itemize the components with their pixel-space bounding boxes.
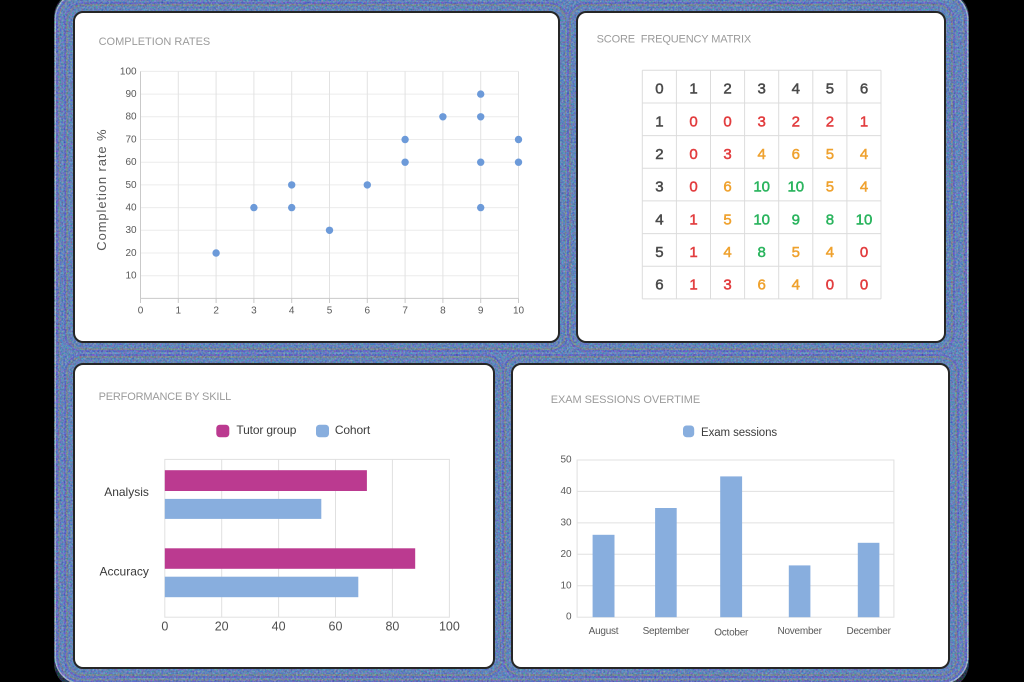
svg-text:3: 3 (655, 179, 663, 196)
svg-text:40: 40 (125, 203, 137, 214)
svg-text:10: 10 (753, 179, 770, 196)
svg-text:6: 6 (655, 277, 663, 294)
svg-text:80: 80 (125, 112, 137, 123)
svg-text:1: 1 (176, 305, 182, 316)
svg-text:August: August (589, 626, 619, 637)
svg-text:0: 0 (161, 620, 168, 634)
svg-text:6: 6 (792, 146, 800, 163)
svg-text:4: 4 (860, 146, 868, 163)
svg-text:1: 1 (860, 113, 868, 130)
svg-text:4: 4 (655, 211, 663, 228)
svg-text:50: 50 (560, 455, 572, 466)
svg-text:8: 8 (758, 244, 766, 261)
svg-text:40: 40 (560, 486, 572, 497)
svg-text:1: 1 (689, 244, 697, 261)
svg-text:0: 0 (566, 612, 572, 623)
svg-text:20: 20 (215, 620, 229, 634)
svg-text:5: 5 (826, 179, 834, 196)
svg-text:30: 30 (560, 517, 572, 528)
svg-text:6: 6 (758, 277, 766, 294)
svg-text:10: 10 (125, 271, 137, 282)
svg-text:5: 5 (655, 244, 663, 261)
svg-text:7: 7 (402, 305, 408, 316)
svg-text:6: 6 (860, 81, 868, 98)
svg-text:1: 1 (689, 277, 697, 294)
svg-text:2: 2 (792, 113, 800, 130)
svg-text:0: 0 (689, 146, 697, 163)
svg-text:SCORE FREQUENCY MATRIX: SCORE FREQUENCY MATRIX (597, 33, 752, 45)
svg-text:0: 0 (689, 179, 697, 196)
svg-text:60: 60 (329, 620, 343, 634)
svg-text:0: 0 (138, 305, 144, 316)
svg-text:80: 80 (385, 620, 399, 634)
svg-text:0: 0 (826, 277, 834, 294)
svg-text:2: 2 (655, 146, 663, 163)
svg-text:6: 6 (365, 305, 371, 316)
svg-text:4: 4 (860, 179, 868, 196)
svg-text:9: 9 (792, 211, 800, 228)
svg-text:30: 30 (125, 225, 137, 236)
svg-text:6: 6 (723, 179, 731, 196)
svg-text:Accuracy: Accuracy (100, 565, 149, 579)
svg-text:Completion rate %: Completion rate % (94, 128, 109, 250)
svg-text:10: 10 (787, 179, 804, 196)
svg-text:10: 10 (513, 305, 525, 316)
svg-text:1: 1 (655, 113, 663, 130)
svg-text:90: 90 (125, 89, 137, 100)
svg-text:Tutor group: Tutor group (236, 423, 296, 437)
svg-text:September: September (643, 626, 691, 637)
svg-text:2: 2 (826, 113, 834, 130)
svg-text:0: 0 (723, 113, 731, 130)
svg-text:November: November (778, 626, 823, 637)
svg-text:60: 60 (125, 157, 137, 168)
svg-text:Cohort: Cohort (335, 423, 371, 437)
svg-text:5: 5 (792, 244, 800, 261)
svg-text:COMPLETION RATES: COMPLETION RATES (99, 36, 211, 48)
svg-text:Analysis: Analysis (104, 485, 149, 499)
svg-text:3: 3 (758, 81, 766, 98)
svg-text:4: 4 (826, 244, 834, 261)
svg-text:4: 4 (792, 277, 800, 294)
svg-text:70: 70 (125, 134, 137, 145)
svg-text:10: 10 (856, 211, 873, 228)
svg-text:8: 8 (826, 211, 834, 228)
svg-text:5: 5 (826, 146, 834, 163)
svg-text:2: 2 (723, 81, 731, 98)
svg-text:10: 10 (560, 580, 572, 591)
svg-text:3: 3 (758, 113, 766, 130)
svg-text:EXAM SESSIONS OVERTIME: EXAM SESSIONS OVERTIME (551, 394, 700, 406)
svg-text:20: 20 (125, 248, 137, 259)
svg-text:0: 0 (655, 81, 663, 98)
svg-text:2: 2 (213, 305, 219, 316)
svg-text:Exam sessions: Exam sessions (701, 427, 777, 439)
svg-text:3: 3 (251, 305, 257, 316)
svg-text:4: 4 (792, 81, 800, 98)
svg-text:9: 9 (478, 305, 484, 316)
svg-text:December: December (847, 626, 892, 637)
svg-text:PERFORMANCE BY SKILL: PERFORMANCE BY SKILL (99, 391, 232, 403)
svg-text:1: 1 (689, 211, 697, 228)
svg-text:3: 3 (723, 277, 731, 294)
svg-text:0: 0 (860, 244, 868, 261)
svg-text:50: 50 (125, 180, 137, 191)
svg-text:20: 20 (560, 549, 572, 560)
svg-text:4: 4 (289, 305, 295, 316)
svg-text:5: 5 (327, 305, 333, 316)
svg-text:1: 1 (689, 81, 697, 98)
svg-text:October: October (714, 628, 749, 639)
svg-text:40: 40 (272, 620, 286, 634)
svg-text:10: 10 (753, 211, 770, 228)
svg-text:0: 0 (860, 277, 868, 294)
svg-text:100: 100 (439, 620, 460, 634)
svg-text:4: 4 (758, 146, 766, 163)
svg-text:8: 8 (440, 305, 446, 316)
svg-text:5: 5 (826, 81, 834, 98)
svg-text:4: 4 (723, 244, 731, 261)
svg-text:100: 100 (120, 66, 137, 77)
svg-text:3: 3 (723, 146, 731, 163)
svg-text:0: 0 (689, 113, 697, 130)
svg-text:5: 5 (723, 211, 731, 228)
